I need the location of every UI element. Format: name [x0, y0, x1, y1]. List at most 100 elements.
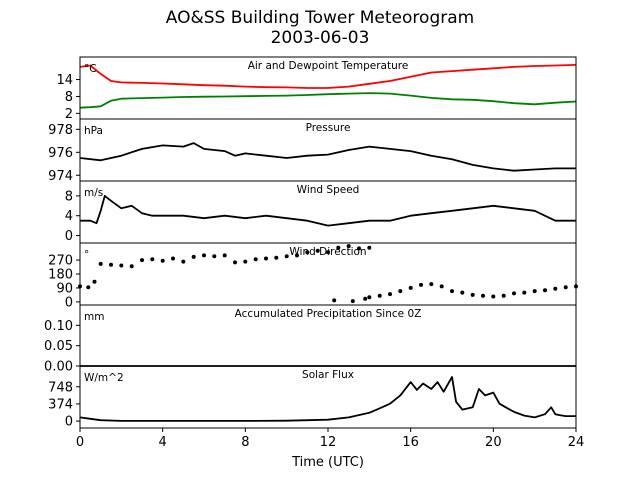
x-tick-label: 8: [241, 435, 249, 450]
wind-direction-point: [501, 293, 506, 298]
wind-direction-point: [350, 299, 355, 304]
wind-direction-point: [346, 244, 351, 249]
wind-direction-point: [160, 258, 165, 263]
wind-direction-point: [171, 256, 175, 261]
panel-title: Solar Flux: [302, 369, 354, 381]
y-tick-label: 8: [65, 90, 73, 105]
wind-direction-point: [543, 288, 547, 293]
series-line-1: [79, 142, 576, 172]
wind-direction-point: [367, 295, 372, 300]
wind-direction-point: [481, 293, 485, 298]
unit-label: mm: [84, 311, 104, 323]
wind-direction-point: [92, 279, 97, 284]
wind-direction-point: [315, 248, 320, 253]
panel-2: 974 976 978 Pressure hPa: [48, 118, 577, 184]
wind-direction-point: [264, 256, 268, 261]
panel-title: Air and Dewpoint Temperature: [248, 60, 409, 72]
wind-direction-point: [553, 286, 558, 291]
wind-direction-point: [119, 263, 124, 268]
wind-direction-point: [181, 259, 186, 264]
wind-direction-point: [202, 253, 206, 258]
wind-direction-point: [377, 293, 382, 298]
wind-direction-point: [191, 254, 196, 259]
wind-direction-point: [326, 250, 330, 255]
wind-direction-point: [429, 282, 434, 287]
wind-direction-point: [243, 259, 248, 264]
panel-3: 0 4 8 Wind Speed m/s: [65, 180, 577, 244]
series-line-2: [79, 92, 577, 109]
y-tick-label: 374: [48, 397, 73, 412]
unit-label: hPa: [84, 125, 103, 137]
y-tick-label: 270: [48, 254, 73, 269]
y-tick-label: 976: [48, 146, 73, 161]
wind-direction-point: [439, 284, 444, 289]
figure-title: AO&SS Building Tower Meteorogram: [165, 8, 475, 28]
wind-direction-point: [98, 261, 103, 266]
wind-direction-point: [129, 264, 134, 269]
wind-direction-point: [408, 285, 413, 290]
wind-direction-point: [150, 257, 155, 262]
unit-label: W/m^2: [84, 372, 124, 384]
y-tick-label: 0.05: [44, 339, 73, 354]
wind-direction-point: [305, 250, 310, 255]
x-tick-label: 4: [159, 435, 167, 450]
wind-direction-point: [274, 255, 279, 260]
wind-direction-point: [450, 289, 454, 294]
wind-direction-point: [284, 254, 289, 259]
figure-subtitle: 2003-06-03: [270, 28, 370, 48]
y-tick-label: 0: [65, 415, 73, 430]
x-tick-label: 0: [76, 435, 84, 450]
x-tick-label: 12: [320, 435, 337, 450]
wind-direction-point: [491, 294, 496, 299]
y-tick-label: 0.10: [44, 319, 73, 334]
wind-direction-point: [212, 254, 217, 259]
unit-label: °: [84, 249, 89, 261]
unit-label: m/s: [84, 187, 103, 199]
x-tick-label: 16: [402, 435, 419, 450]
wind-direction-point: [532, 289, 537, 294]
y-tick-label: 8: [65, 189, 73, 204]
unit-label: °C: [84, 63, 97, 75]
wind-direction-point: [109, 262, 113, 267]
wind-direction-point: [86, 285, 91, 290]
wind-direction-point: [140, 258, 144, 263]
panel-5: 0.00 0.05 0.10 Accumulated Precipitation Si…: [44, 304, 577, 375]
wind-direction-point: [512, 291, 516, 296]
y-tick-label: 4: [65, 209, 73, 224]
y-tick-label: 90: [56, 281, 73, 296]
wind-direction-point: [363, 296, 368, 301]
y-tick-label: 748: [48, 380, 73, 395]
wind-direction-point: [367, 245, 372, 250]
wind-direction-point: [563, 285, 568, 290]
panel-title: Pressure: [306, 122, 351, 134]
wind-direction-point: [332, 298, 337, 303]
wind-direction-point: [522, 290, 527, 295]
x-tick-label: 20: [485, 435, 502, 450]
y-tick-label: 180: [48, 268, 73, 283]
wind-direction-point: [398, 289, 403, 294]
wind-direction-point: [388, 292, 392, 297]
panel-title: Wind Speed: [297, 184, 360, 196]
y-tick-label: 978: [48, 123, 73, 138]
wind-direction-point: [357, 246, 361, 251]
series-line-1: [79, 376, 576, 422]
wind-direction-point: [295, 253, 299, 258]
x-tick-label: 24: [568, 435, 585, 450]
wind-direction-point: [233, 260, 237, 265]
wind-direction-point: [336, 245, 341, 250]
y-tick-label: 974: [48, 169, 73, 184]
y-tick-label: 2: [65, 107, 73, 122]
y-tick-label: 0: [65, 229, 73, 244]
panel-6: 0 374 748 Solar Flux W/m^2 0 4 8 12 16 20 24 Time (U…: [48, 365, 585, 470]
wind-direction-point: [419, 282, 423, 287]
wind-direction-point: [460, 290, 465, 295]
series-line-1: [79, 64, 577, 89]
panel-1: 2 8 14 Air and Dewpoint Temperature °C: [56, 56, 577, 122]
y-tick-label: 14: [56, 73, 73, 88]
panel-title: Accumulated Precipitation Since 0Z: [235, 308, 422, 320]
wind-direction-point: [253, 257, 258, 262]
wind-direction-point: [470, 292, 475, 297]
